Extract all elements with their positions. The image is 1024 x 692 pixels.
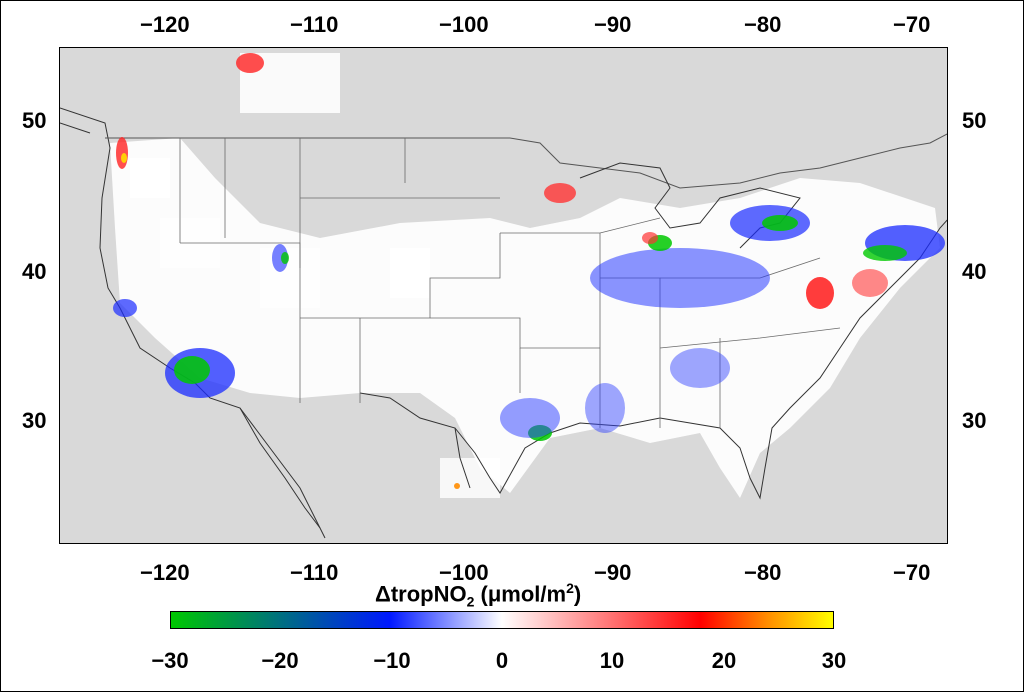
colorbar-label: 20 [711, 648, 737, 673]
negative-anomalies [113, 205, 945, 441]
bottom-tick-label: −120 [140, 560, 190, 585]
bottom-tick-label: −80 [744, 560, 782, 585]
data-patch [440, 458, 500, 498]
data-patch [390, 248, 430, 298]
colorbar-label: 30 [821, 648, 847, 673]
data-patch [260, 248, 320, 308]
state-borders [179, 138, 841, 428]
colorbar-label: 10 [599, 648, 625, 673]
top-tick-label: −100 [439, 12, 489, 37]
left-tick-label: 30 [22, 408, 47, 433]
right-tick-label: 30 [962, 408, 987, 433]
colorbar-label: −30 [151, 648, 189, 673]
positive-anomalies [116, 53, 888, 489]
mexico-coast [239, 407, 471, 539]
top-tick-label: −70 [893, 12, 931, 37]
bottom-tick-label: −90 [594, 560, 632, 585]
colorbar [170, 611, 834, 629]
right-tick-label: 50 [962, 108, 987, 133]
data-coverage-region [110, 138, 940, 498]
canada-border [105, 133, 947, 189]
colorbar-label: 0 [495, 648, 509, 673]
left-tick-label: 50 [22, 108, 47, 133]
coastline [60, 107, 321, 529]
right-tick-label: 40 [962, 259, 987, 284]
top-tick-label: −80 [744, 12, 782, 37]
map-panel [59, 47, 948, 544]
top-tick-label: −120 [140, 12, 190, 37]
colorbar-title: ΔtropNO2 (μmol/m2) [375, 580, 582, 610]
bottom-tick-label: −110 [290, 560, 339, 585]
us-map [60, 53, 947, 539]
left-tick-label: 40 [22, 259, 47, 284]
top-tick-label: −110 [290, 12, 339, 37]
colorbar-label: −20 [261, 648, 299, 673]
top-tick-label: −90 [594, 12, 632, 37]
bottom-tick-label: −70 [893, 560, 931, 585]
colorbar-label: −10 [373, 648, 411, 673]
data-patch [130, 158, 170, 198]
bottom-tick-label: −100 [439, 560, 489, 585]
